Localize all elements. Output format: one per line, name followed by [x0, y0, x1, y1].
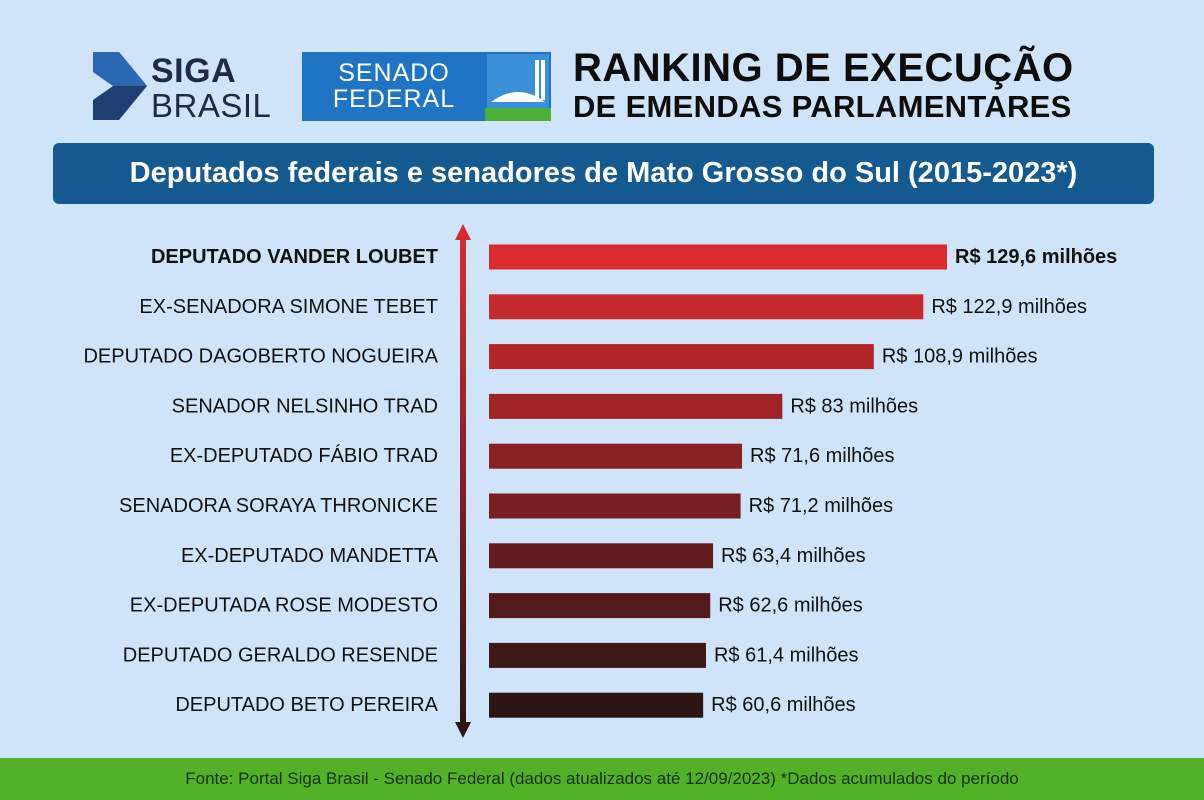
value-label: R$ 108,9 milhões	[882, 346, 1038, 368]
subtitle-text: Deputados federais e senadores de Mato G…	[129, 157, 1078, 189]
category-label: EX-DEPUTADA ROSE MODESTO	[130, 595, 438, 617]
main-title-line2: DE EMENDAS PARLAMENTARES	[573, 89, 1072, 124]
category-label: SENADORA SORAYA THRONICKE	[119, 495, 438, 517]
ranking-bar-chart: DEPUTADO VANDER LOUBET R$ 129,6 milhões EX…	[83, 224, 1117, 738]
siga-brasil-logo: SIGA BRASIL	[93, 52, 283, 122]
senado-federal-logo: SENADO FEDERAL	[302, 52, 551, 121]
category-label: EX-SENADORA SIMONE TEBET	[139, 296, 438, 318]
subtitle-banner: Deputados federais e senadores de Mato G…	[53, 143, 1154, 204]
siga-logo-line1: SIGA	[151, 52, 237, 90]
category-label: EX-DEPUTADO MANDETTA	[181, 545, 439, 567]
congress-building-icon	[485, 52, 551, 121]
bar	[489, 593, 711, 619]
ranking-axis-shaft	[460, 238, 466, 724]
value-label: R$ 83 milhões	[790, 395, 918, 417]
bar	[489, 393, 783, 419]
bar	[489, 244, 947, 270]
value-label: R$ 61,4 milhões	[714, 644, 859, 666]
value-label: R$ 63,4 milhões	[721, 545, 866, 567]
main-title-line1: RANKING DE EXECUÇÃO	[573, 46, 1074, 90]
bar	[489, 443, 743, 469]
siga-chevron-icon	[93, 52, 147, 120]
source-text: Fonte: Portal Siga Brasil - Senado Feder…	[185, 769, 1019, 788]
category-label: DEPUTADO VANDER LOUBET	[151, 246, 438, 268]
value-label: R$ 71,6 milhões	[750, 445, 895, 467]
axis-down-arrow-icon	[455, 722, 471, 738]
value-label: R$ 129,6 milhões	[955, 246, 1117, 268]
bar	[489, 692, 704, 718]
bar	[489, 493, 741, 519]
category-label: DEPUTADO DAGOBERTO NOGUEIRA	[83, 346, 438, 368]
value-label: R$ 122,9 milhões	[931, 296, 1087, 318]
siga-logo-line2: BRASIL	[151, 87, 272, 124]
category-label: EX-DEPUTADO FÁBIO TRAD	[170, 444, 438, 467]
value-label: R$ 62,6 milhões	[718, 595, 863, 617]
bar	[489, 543, 714, 569]
senado-logo-line1: SENADO	[338, 59, 450, 87]
category-label: DEPUTADO GERALDO RESENDE	[123, 644, 438, 666]
source-footer: Fonte: Portal Siga Brasil - Senado Feder…	[0, 758, 1204, 800]
bar	[489, 294, 924, 320]
senado-logo-line2: FEDERAL	[332, 85, 456, 114]
bar	[489, 344, 874, 370]
category-label: SENADOR NELSINHO TRAD	[172, 395, 438, 417]
value-label: R$ 60,6 milhões	[711, 694, 856, 716]
axis-up-arrow-icon	[455, 224, 471, 240]
category-label: DEPUTADO BETO PEREIRA	[175, 694, 438, 716]
bar	[489, 642, 706, 668]
main-title: RANKING DE EXECUÇÃO DE EMENDAS PARLAMENT…	[573, 48, 1074, 122]
value-label: R$ 71,2 milhões	[749, 495, 894, 517]
